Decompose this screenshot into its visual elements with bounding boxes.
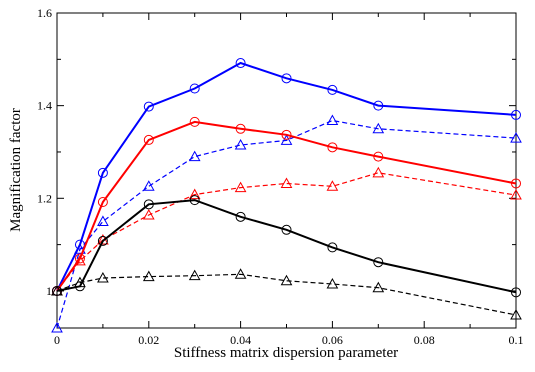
data-point — [372, 166, 385, 178]
x-tick-label: 0.08 — [414, 333, 435, 347]
series-line — [56, 120, 517, 292]
data-point — [143, 199, 154, 210]
series-line — [56, 119, 517, 329]
x-tick-label: 0.02 — [138, 333, 159, 347]
series-line — [56, 273, 517, 316]
data-point — [234, 268, 247, 279]
data-point — [235, 123, 246, 134]
data-point — [143, 101, 154, 112]
data-point — [326, 277, 339, 289]
data-point — [327, 142, 338, 153]
y-tick-label: 1.4 — [37, 99, 52, 113]
y-tick-label: 1 — [46, 284, 52, 298]
data-point — [235, 211, 246, 222]
data-point — [189, 83, 200, 94]
data-point — [51, 284, 63, 296]
data-point — [142, 208, 155, 220]
data-point — [281, 224, 292, 235]
data-point — [280, 134, 293, 145]
series-2 — [51, 114, 522, 333]
data-point — [143, 134, 154, 145]
series-line — [56, 172, 517, 292]
data-point — [189, 116, 200, 127]
data-point — [372, 281, 385, 293]
data-point — [280, 177, 293, 188]
data-point — [281, 129, 292, 140]
data-point — [510, 132, 522, 143]
data-point — [511, 109, 521, 120]
data-point — [97, 197, 108, 207]
data-point — [280, 274, 293, 286]
series-6 — [51, 268, 522, 320]
data-point — [74, 276, 86, 288]
data-point — [142, 180, 155, 191]
x-tick-label: 0.06 — [322, 333, 343, 347]
data-point — [97, 271, 109, 283]
data-point — [74, 254, 86, 266]
data-point — [235, 58, 246, 69]
data-point — [234, 181, 247, 193]
data-point — [188, 150, 201, 162]
data-point — [510, 308, 522, 320]
data-point — [188, 269, 201, 281]
data-point — [511, 287, 521, 298]
data-point — [372, 122, 385, 134]
axis-ticks: 0 0.02 0.04 0.06 0.08 0.1 1.2 1.4 1.6 1 — [37, 6, 524, 347]
series-1 — [52, 58, 521, 296]
data-point — [142, 270, 155, 282]
x-axis-title: Stiffness matrix dispersion parameter — [174, 345, 398, 361]
data-point — [51, 321, 63, 333]
data-point — [74, 253, 85, 264]
x-tick-label: 0.04 — [230, 333, 251, 347]
x-tick-label: 0.1 — [509, 333, 524, 347]
data-point — [97, 167, 108, 178]
data-point — [326, 180, 339, 191]
data-point — [97, 215, 109, 226]
data-point — [189, 195, 200, 206]
data-point — [74, 243, 86, 254]
data-point — [281, 73, 292, 84]
data-point — [373, 151, 384, 162]
data-point — [97, 235, 108, 246]
y-tick-label: 1.2 — [37, 191, 52, 205]
series-line — [56, 199, 517, 294]
data-point — [234, 138, 247, 150]
data-point — [326, 114, 339, 125]
y-axis-title: Magnification factor — [8, 108, 24, 232]
series-line — [56, 61, 517, 292]
y-tick-label: 1.6 — [37, 6, 52, 20]
data-point — [511, 178, 521, 189]
data-point — [373, 257, 384, 268]
x-tick-label: 0 — [54, 333, 60, 347]
series-4 — [51, 166, 522, 296]
data-point — [510, 189, 522, 200]
data-point — [188, 188, 201, 200]
series-5 — [52, 195, 521, 298]
data-point — [327, 242, 338, 253]
data-point — [373, 100, 384, 111]
series-layer — [51, 58, 522, 333]
data-point — [327, 84, 338, 95]
